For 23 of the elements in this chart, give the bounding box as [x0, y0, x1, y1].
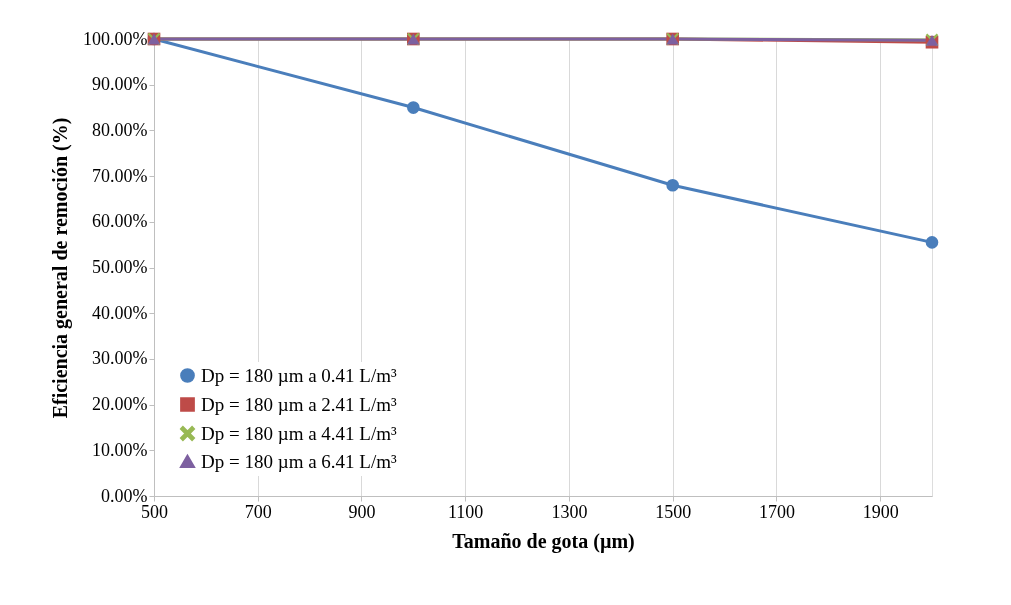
legend-label: Dp = 180 µm a 4.41 L/m³ — [201, 422, 398, 444]
y-tick-label: 60.00% — [92, 211, 148, 232]
y-tick-label: 90.00% — [92, 74, 148, 95]
y-tick-label: 40.00% — [92, 302, 148, 323]
x-tick-label: 1900 — [862, 501, 899, 522]
y-tick-label: 70.00% — [92, 165, 148, 186]
legend-label: Dp = 180 µm a 2.41 L/m³ — [201, 393, 398, 415]
x-tick-label: 700 — [244, 501, 272, 522]
y-axis-title: Eficiencia general de remoción (%) — [49, 117, 73, 419]
y-tick-label: 20.00% — [92, 394, 148, 415]
y-tick-label: 80.00% — [92, 119, 148, 140]
legend-label: Dp = 180 µm a 6.41 L/m³ — [201, 450, 398, 472]
y-tick-label: 100.00% — [83, 28, 148, 49]
x-tick-label: 1100 — [448, 501, 484, 522]
x-tick-label: 1700 — [758, 501, 795, 522]
x-tick-label: 900 — [348, 501, 376, 522]
x-axis-title: Tamaño de gota (µm) — [452, 529, 635, 553]
legend-label: Dp = 180 µm a 0.41 L/m³ — [201, 364, 398, 386]
x-tick-label: 1300 — [551, 501, 588, 522]
y-tick-label: 30.00% — [92, 348, 148, 369]
y-tick-label: 10.00% — [92, 439, 148, 460]
x-tick-label: 1500 — [655, 501, 692, 522]
y-tick-label: 50.00% — [92, 257, 148, 277]
